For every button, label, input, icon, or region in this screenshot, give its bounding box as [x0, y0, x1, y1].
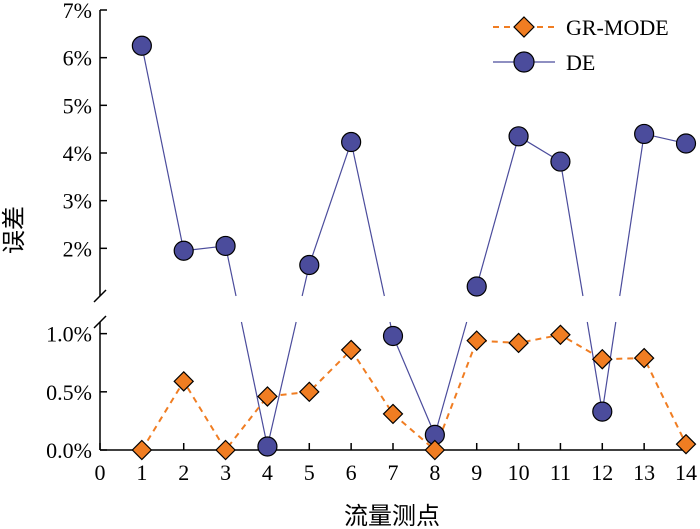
x-tick-label: 8	[429, 460, 440, 485]
de-point	[634, 123, 655, 145]
de-point	[257, 436, 278, 457]
de-point	[675, 133, 697, 154]
de-line-segment	[559, 161, 584, 297]
de-point	[299, 254, 320, 276]
x-tick-label: 2	[178, 460, 189, 485]
x-tick-label: 6	[346, 460, 357, 485]
x-tick-label: 7	[388, 460, 399, 485]
de-line-segment	[141, 45, 185, 251]
gr-mode-point	[591, 348, 613, 370]
de-point	[131, 35, 152, 56]
x-tick-label: 5	[304, 460, 315, 485]
gr-mode-point	[382, 403, 404, 425]
gr-mode-point	[215, 439, 236, 461]
y-tick-label: 4%	[63, 141, 92, 166]
x-tick-label: 3	[220, 460, 231, 485]
axis-break-lower	[93, 315, 107, 329]
de-point	[173, 240, 194, 261]
y-tick-label: 6%	[63, 46, 92, 71]
series-markers	[131, 35, 697, 461]
de-line-segment	[476, 136, 520, 287]
y-tick-label: 2%	[63, 236, 92, 261]
gr-mode-point	[257, 386, 278, 407]
x-tick-label: 1	[136, 460, 147, 485]
de-line-segment	[266, 321, 297, 447]
x-tick-label: 12	[591, 460, 613, 485]
de-point	[215, 235, 236, 257]
x-tick-label: 10	[508, 460, 530, 485]
legend-de-marker	[513, 51, 535, 73]
y-tick-label: 5%	[63, 93, 92, 118]
de-line-segment	[350, 141, 385, 297]
gr-mode-point	[424, 439, 446, 461]
gr-mode-point	[550, 324, 571, 346]
legend-gr-mode-label: GR-MODE	[566, 15, 669, 40]
gr-mode-point	[298, 381, 320, 403]
x-tick-label: 4	[262, 460, 273, 485]
y-tick-label: 0.0%	[46, 438, 92, 463]
de-line-segment	[434, 321, 468, 436]
gr-mode-line	[141, 333, 687, 452]
x-tick-label: 0	[95, 460, 106, 485]
x-tick-label: 14	[675, 460, 697, 485]
de-point	[382, 325, 404, 347]
gr-mode-point	[633, 347, 655, 369]
de-line-segment	[392, 335, 436, 436]
de-line-segment	[240, 321, 269, 447]
y-tick-label: 7%	[63, 0, 92, 23]
legend-gr-mode-marker	[513, 16, 535, 38]
y-axis-title: 误差	[1, 206, 28, 254]
gr-mode-point	[340, 339, 362, 361]
de-point	[550, 151, 571, 172]
de-line-segment	[308, 141, 352, 266]
gr-mode-point	[675, 433, 697, 455]
gr-mode-point	[508, 332, 529, 354]
y-tick-label: 0.5%	[46, 380, 92, 405]
x-tick-label: 11	[550, 460, 571, 485]
de-point	[508, 126, 529, 147]
de-line-segment	[619, 133, 645, 297]
de-point	[341, 131, 362, 153]
de-point	[466, 276, 487, 297]
x-axis-title: 流量测点	[344, 503, 440, 529]
y-tick-label: 3%	[63, 189, 92, 214]
legend-de-label: DE	[566, 50, 595, 75]
legend: GR-MODE DE	[493, 15, 669, 75]
x-tick-label: 9	[471, 460, 482, 485]
de-point	[592, 401, 613, 422]
y-tick-label: 1.0%	[46, 322, 92, 347]
gr-mode-point	[466, 330, 488, 351]
de-line-segment	[601, 321, 617, 412]
x-tick-label: 13	[633, 460, 655, 485]
de-line-segment	[586, 321, 603, 412]
tick-labels: 2%3%4%5%6%7%0.0%0.5%1.0%0 1 2 3 4 5 6 7 8 9 10 11 12…	[46, 0, 697, 485]
gr-mode-point	[173, 370, 195, 392]
axis-break-upper	[93, 289, 107, 303]
gr-mode-point	[131, 439, 153, 461]
